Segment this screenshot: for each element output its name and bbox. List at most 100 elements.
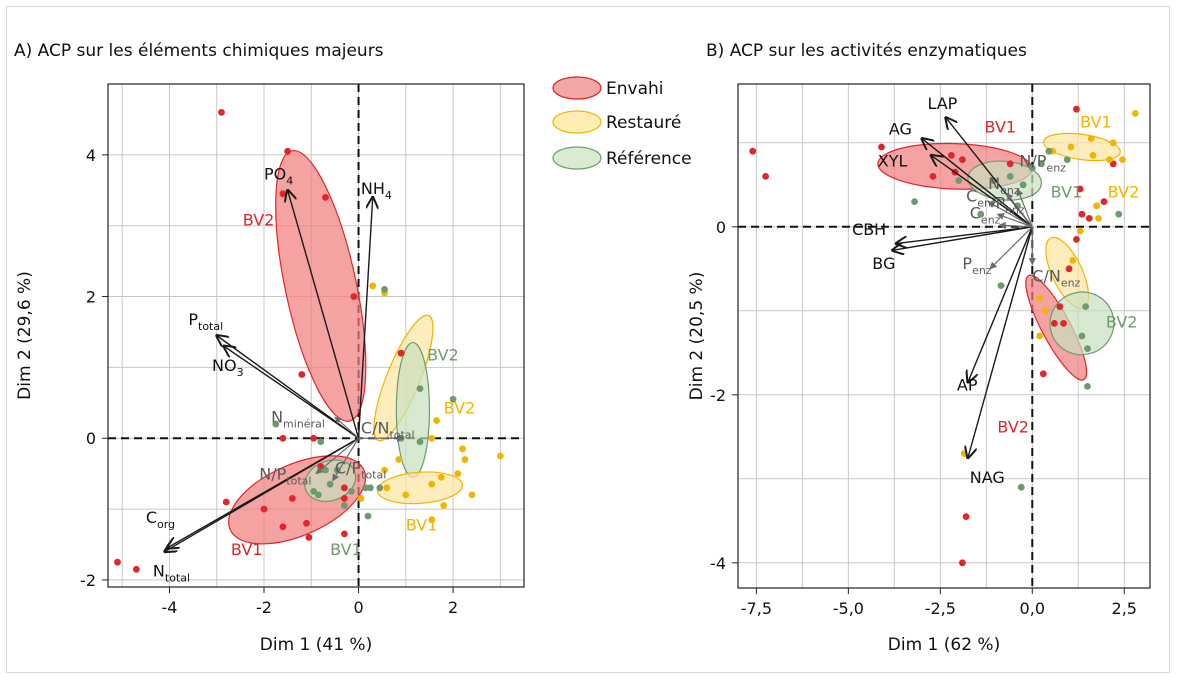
data-point [461,456,469,463]
confidence-ellipse [275,149,367,422]
data-point [381,286,388,293]
data-point [1036,332,1044,340]
ellipse-label: BV1 [330,540,362,559]
loading-vector [922,139,1033,228]
loading-vector [357,197,373,439]
data-point [1106,156,1113,164]
legend-swatch-reference [552,146,602,170]
data-point [310,434,318,442]
data-point [1115,210,1123,218]
data-point [437,473,445,481]
data-point [357,495,365,502]
data-point [310,487,318,495]
vector-label: Ntotal [153,561,190,584]
data-point [340,495,348,502]
x-tick-label: -2,5 [925,599,956,618]
loading-vector [1006,192,1033,228]
ellipse-label: BV2 [1106,313,1138,332]
vector-label: Corg [146,508,175,531]
ellipse-label: BV1 [984,118,1016,137]
data-point [402,491,410,499]
data-point [222,498,230,506]
ellipse-label: BV1 [1051,182,1083,201]
data-point [218,108,225,116]
data-point [1050,320,1058,327]
data-point [1076,227,1084,235]
confidence-ellipse [1043,132,1121,162]
loading-vector [996,213,1033,228]
data-point [1109,139,1117,147]
data-point [428,434,436,442]
data-point [305,534,313,541]
data-point [449,395,457,403]
vector-label: NO3 [212,356,244,379]
data-point [1063,156,1071,164]
loading-vector [989,226,1033,270]
ellipse-label: BV2 [997,418,1029,437]
ellipse-label: BV2 [1108,182,1140,201]
vector-label: NAG [970,468,1005,487]
loading-vector [968,226,1033,382]
plot-border [737,83,1151,589]
x-axis-label: Dim 1 (41 %) [260,635,372,655]
data-point [376,484,384,492]
figure-frame [6,6,1170,673]
data-point [1119,156,1126,164]
x-tick-label: 0 [353,598,363,617]
loading-vector [332,437,360,482]
vector-label: Nminéral [271,408,325,431]
data-point [1073,105,1080,113]
data-point [326,480,334,488]
data-point [366,484,374,492]
y-axis-label: Dim 2 (20,5 %) [687,272,707,401]
y-tick-label: -2 [80,571,96,590]
data-point [1089,152,1097,159]
x-tick-label: -4 [161,598,177,617]
data-point [279,190,287,198]
data-point [1006,160,1014,168]
loading-vector [931,155,1033,228]
data-point [333,466,341,474]
legend-label-envahi: Envahi [606,79,664,99]
loading-vector [315,437,359,475]
data-point [1095,215,1102,222]
data-point [1036,294,1044,302]
data-point [314,491,322,499]
data-point [1087,135,1095,143]
x-tick-label: 0,0 [1020,599,1045,618]
data-point [428,480,436,488]
loading-vector [998,221,1033,230]
data-point [1084,345,1091,352]
data-point [1084,383,1091,390]
ellipse-label: BV2 [444,398,476,417]
data-point [272,420,280,428]
ellipse-label: BV2 [427,345,459,364]
data-point [340,502,348,509]
legend-label-restaure: Restauré [606,113,681,133]
vector-label: XYL [878,151,908,170]
data-point [284,147,292,155]
data-point [288,495,296,502]
loading-vector [987,201,1033,228]
data-point [1085,215,1093,222]
data-point [340,530,348,538]
data-point [958,559,966,567]
data-point [381,466,388,474]
ellipse-label: BV1 [406,515,438,534]
data-point [958,156,966,164]
data-point [960,450,968,457]
data-point [1019,181,1027,189]
data-point [1082,303,1090,310]
data-point [878,143,885,151]
data-point [1073,236,1080,243]
data-point [132,565,140,573]
data-point [1017,483,1025,491]
loading-vector [893,226,1033,251]
loading-vector [1016,188,1033,228]
vector-label: AG [889,119,912,138]
data-point [433,417,440,424]
data-point [303,519,310,527]
loading-vector [165,437,359,551]
data-point [322,193,329,201]
